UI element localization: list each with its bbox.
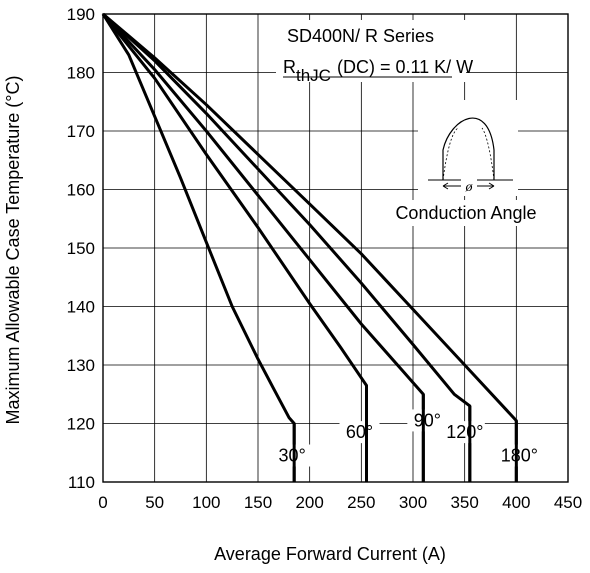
curve-label-background — [339, 421, 380, 444]
x-tick-label: 450 — [554, 493, 582, 512]
rthjc-sub: thJC — [296, 66, 331, 85]
curve-30deg — [101, 13, 296, 482]
x-tick-labels: 0 50 100 150 200 250 300 350 400 450 — [98, 493, 582, 512]
x-tick-label: 200 — [295, 493, 323, 512]
theta-symbol: ø — [465, 180, 474, 195]
x-tick-label: 50 — [145, 493, 164, 512]
conduction-angle-icon: ø — [418, 100, 518, 196]
curve-label: 30° — [279, 446, 306, 466]
curve-label-background — [499, 444, 540, 467]
conduction-angle-label: Conduction Angle — [395, 203, 536, 223]
y-tick-label: 190 — [67, 5, 95, 24]
plot-frame — [102, 13, 569, 483]
y-tick-label: 110 — [68, 473, 95, 492]
rthjc-annotation: RthJC (DC) = 0.11 K/ W — [283, 57, 473, 85]
y-tick-label: 140 — [67, 298, 95, 317]
y-tick-label: 160 — [67, 181, 95, 200]
x-tick-label: 100 — [192, 493, 220, 512]
x-tick-label: 300 — [399, 493, 427, 512]
y-tick-label: 130 — [67, 356, 95, 375]
grid-lines — [102, 13, 569, 483]
curves — [101, 12, 518, 482]
conduction-label-background — [368, 200, 561, 226]
y-tick-label: 150 — [67, 239, 95, 258]
curve-label: 90° — [414, 410, 441, 430]
x-axis-title: Average Forward Current (A) — [214, 544, 446, 564]
curve-120deg — [101, 12, 472, 482]
curve-180deg — [102, 12, 518, 482]
curve-label: 120° — [446, 422, 483, 442]
curve-label-background — [272, 444, 313, 467]
y-tick-label: 180 — [67, 64, 95, 83]
series-annotation: SD400N/ R Series — [287, 26, 434, 46]
y-tick-labels: 110 120 130 140 150 160 170 180 190 — [67, 5, 95, 492]
rthjc-r: R — [283, 57, 296, 77]
curve-label: 60° — [346, 422, 373, 442]
y-tick-label: 170 — [67, 122, 95, 141]
y-tick-label: 120 — [67, 415, 95, 434]
x-tick-label: 400 — [502, 493, 530, 512]
curve-90deg — [101, 12, 425, 482]
curve-60deg — [101, 13, 368, 482]
curve-label: 180° — [501, 446, 538, 466]
rthjc-rest: (DC) = 0.11 K/ W — [337, 57, 473, 77]
curve-label-background — [407, 409, 448, 432]
y-axis-title: Maximum Allowable Case Temperature (°C) — [3, 76, 23, 425]
annotation-background — [276, 20, 466, 82]
x-tick-label: 350 — [450, 493, 478, 512]
x-tick-label: 250 — [347, 493, 375, 512]
curve-label-background — [444, 421, 485, 444]
x-tick-label: 150 — [244, 493, 272, 512]
x-tick-label: 0 — [98, 493, 107, 512]
curve-labels: 30° 60° 90°120° 180° — [272, 385, 540, 482]
